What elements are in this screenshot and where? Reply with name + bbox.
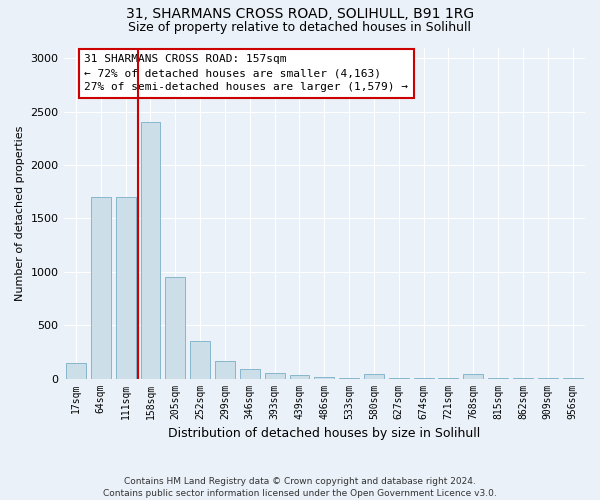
Bar <box>290 376 310 378</box>
Bar <box>215 362 235 378</box>
Bar <box>463 374 483 378</box>
Bar <box>166 277 185 378</box>
X-axis label: Distribution of detached houses by size in Solihull: Distribution of detached houses by size … <box>168 427 481 440</box>
Bar <box>364 374 384 378</box>
Text: Size of property relative to detached houses in Solihull: Size of property relative to detached ho… <box>128 21 472 34</box>
Bar <box>265 373 284 378</box>
Text: 31, SHARMANS CROSS ROAD, SOLIHULL, B91 1RG: 31, SHARMANS CROSS ROAD, SOLIHULL, B91 1… <box>126 8 474 22</box>
Bar <box>190 341 210 378</box>
Text: 31 SHARMANS CROSS ROAD: 157sqm
← 72% of detached houses are smaller (4,163)
27% : 31 SHARMANS CROSS ROAD: 157sqm ← 72% of … <box>85 54 409 92</box>
Bar <box>91 197 111 378</box>
Bar <box>116 197 136 378</box>
Bar <box>66 362 86 378</box>
Bar <box>240 369 260 378</box>
Text: Contains HM Land Registry data © Crown copyright and database right 2024.
Contai: Contains HM Land Registry data © Crown c… <box>103 476 497 498</box>
Y-axis label: Number of detached properties: Number of detached properties <box>15 126 25 300</box>
Bar <box>140 122 160 378</box>
